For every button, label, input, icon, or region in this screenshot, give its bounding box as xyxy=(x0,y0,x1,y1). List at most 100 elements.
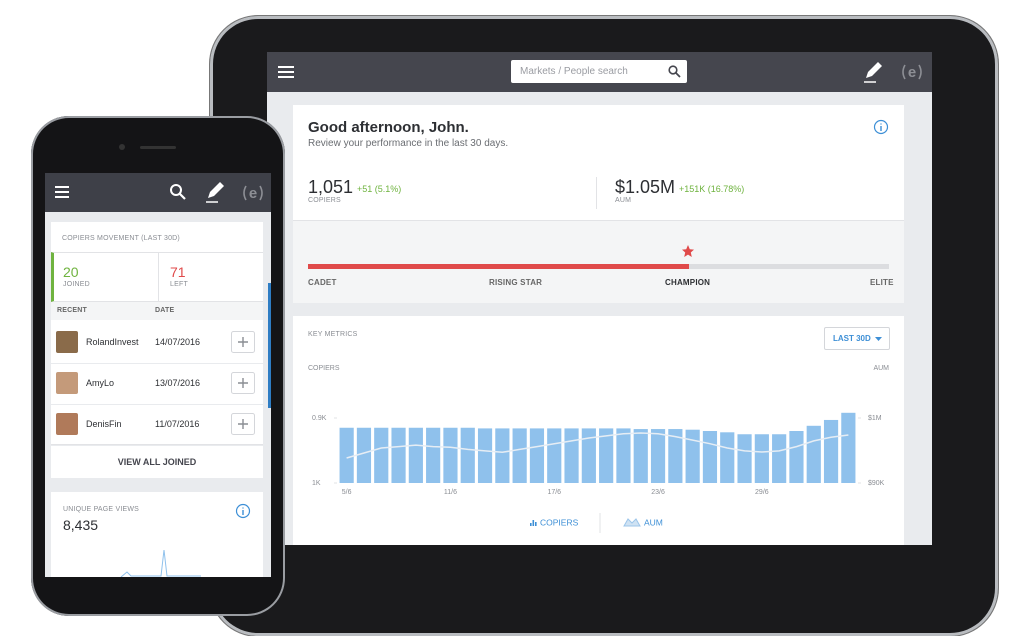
info-icon[interactable] xyxy=(873,119,889,135)
row-name[interactable]: AmyLo xyxy=(86,378,115,388)
page-views-title: UNIQUE PAGE VIEWS xyxy=(63,506,140,513)
y-tick-label: 0.9K xyxy=(312,415,327,422)
x-tick-label: 29/6 xyxy=(755,489,769,496)
divider xyxy=(596,177,597,209)
y2-axis-title: AUM xyxy=(873,365,889,372)
avatar xyxy=(56,331,78,353)
joined-value: 20 xyxy=(63,264,79,280)
legend-label: COPIERS xyxy=(540,517,579,527)
bar xyxy=(754,434,769,483)
column-header: DATE xyxy=(155,307,175,314)
star-icon xyxy=(682,245,694,257)
joined-box: 20 JOINED xyxy=(51,252,159,302)
row-name[interactable]: DenisFin xyxy=(86,419,122,429)
bar xyxy=(702,431,718,483)
menu-icon[interactable] xyxy=(54,185,70,199)
x-tick-label: 17/6 xyxy=(547,489,561,496)
row-date: 14/07/2016 xyxy=(155,337,201,347)
avatar xyxy=(56,372,78,394)
line xyxy=(346,432,849,459)
bar xyxy=(789,431,804,483)
level-label: CADET xyxy=(308,278,337,287)
search-box[interactable]: Markets / People search xyxy=(511,60,687,83)
bar xyxy=(772,434,787,483)
x-tick-label: 11/6 xyxy=(444,489,457,496)
page: Markets / People search e Good afternoon… xyxy=(31,16,998,636)
legend-marker xyxy=(530,523,532,526)
bar xyxy=(581,428,596,483)
bar xyxy=(806,425,821,483)
bar xyxy=(650,429,666,483)
y-axis-title: COPIERS xyxy=(308,365,340,372)
bar xyxy=(408,427,423,483)
bar xyxy=(529,428,545,483)
svg-text:e: e xyxy=(249,185,257,202)
svg-text:e: e xyxy=(908,64,916,81)
period-label: LAST 30D xyxy=(833,334,871,343)
level-label: RISING STAR xyxy=(489,278,543,287)
stat-label: COPIERS xyxy=(308,197,341,204)
add-button[interactable] xyxy=(231,372,255,394)
bar xyxy=(616,428,631,483)
stat-label: AUM xyxy=(615,197,632,204)
bar xyxy=(599,428,614,483)
edit-icon[interactable] xyxy=(204,180,228,204)
add-button[interactable] xyxy=(231,413,255,435)
scrollbar xyxy=(268,283,271,408)
row-date: 13/07/2016 xyxy=(155,378,201,388)
sparkline xyxy=(120,549,201,577)
left-box: 71 LEFT xyxy=(159,252,263,302)
page-views-value: 8,435 xyxy=(63,517,99,533)
stat-change: +51 (5.1%) xyxy=(357,184,402,194)
greeting: Good afternoon, John. xyxy=(308,119,469,136)
bar xyxy=(339,427,354,483)
page-views-card: UNIQUE PAGE VIEWS 8,435 xyxy=(51,492,263,577)
y-tick-label: 1K xyxy=(312,480,321,487)
bar xyxy=(633,429,648,483)
row-name[interactable]: RolandInvest xyxy=(86,337,139,347)
top-bar: Markets / People search e xyxy=(267,52,932,92)
bar xyxy=(737,434,752,483)
bar xyxy=(512,428,527,483)
stat-change: +151K (16.78%) xyxy=(679,184,745,194)
view-all-link[interactable]: VIEW ALL JOINED xyxy=(117,457,197,467)
metrics-title: KEY METRICS xyxy=(308,331,358,338)
joined-row: RolandInvest 14/07/2016 xyxy=(51,322,263,364)
search-icon[interactable] xyxy=(169,183,187,201)
summary-card: Good afternoon, John. Review your perfor… xyxy=(293,105,904,303)
subtitle: Review your performance in the last 30 d… xyxy=(308,138,509,149)
period-button[interactable]: LAST 30D xyxy=(824,327,890,350)
bar xyxy=(823,419,839,483)
y2-tick-label: $90K xyxy=(868,480,885,487)
joined-row: AmyLo 13/07/2016 xyxy=(51,363,263,405)
avatar xyxy=(56,413,78,435)
legend-marker xyxy=(535,522,537,526)
bar xyxy=(443,427,458,483)
add-button[interactable] xyxy=(231,331,255,353)
edit-icon[interactable] xyxy=(862,60,886,84)
search-icon xyxy=(668,65,681,78)
info-icon[interactable] xyxy=(235,503,251,519)
legend-marker xyxy=(532,520,535,526)
bar xyxy=(720,432,735,483)
chart: COPIERS AUM 0.9K 1K $1M $90K 5/6 11/6 17/6 23/6 29… xyxy=(308,365,889,533)
phone-top-bar: e xyxy=(45,173,271,212)
level-progress xyxy=(308,264,689,269)
bar xyxy=(374,427,389,483)
left-value: 71 xyxy=(170,264,186,280)
logo-icon[interactable]: e xyxy=(242,182,264,204)
bar xyxy=(426,427,441,483)
logo-icon[interactable]: e xyxy=(901,61,923,83)
bar xyxy=(685,429,700,483)
bar xyxy=(668,429,683,483)
bar xyxy=(460,427,475,483)
phone-screen: e COPIERS MOVEMENT (LAST 30D) 20 JOINED … xyxy=(45,173,271,577)
x-tick-label: 5/6 xyxy=(342,489,352,496)
bar xyxy=(477,428,493,483)
left-label: LEFT xyxy=(170,281,188,288)
level-label: CHAMPION xyxy=(665,278,711,287)
menu-icon[interactable] xyxy=(277,64,295,80)
movement-card: COPIERS MOVEMENT (LAST 30D) 20 JOINED 71… xyxy=(51,222,263,478)
phone-speaker xyxy=(140,146,176,149)
stat-value: 1,051 xyxy=(308,177,354,197)
